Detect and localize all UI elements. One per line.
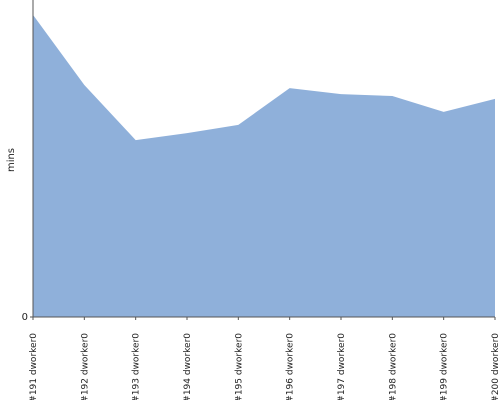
x-tick-label: #200 dworker0 bbox=[491, 333, 500, 400]
x-tick-label: #191 dworker0 bbox=[29, 333, 39, 400]
y-axis-label: mins bbox=[6, 148, 17, 172]
x-tick-label: #192 dworker0 bbox=[80, 333, 90, 400]
x-tick-label: #199 dworker0 bbox=[440, 333, 450, 400]
y-tick-label: 0 bbox=[22, 312, 28, 323]
x-tick-label: #193 dworker0 bbox=[132, 333, 142, 400]
x-tick-label: #195 dworker0 bbox=[234, 333, 244, 400]
x-tick-label: #196 dworker0 bbox=[286, 333, 296, 400]
x-tick-label: #194 dworker0 bbox=[183, 333, 193, 400]
x-tick-label: #197 dworker0 bbox=[337, 333, 347, 400]
x-tick-label: #198 dworker0 bbox=[388, 333, 398, 400]
area bbox=[33, 14, 495, 318]
